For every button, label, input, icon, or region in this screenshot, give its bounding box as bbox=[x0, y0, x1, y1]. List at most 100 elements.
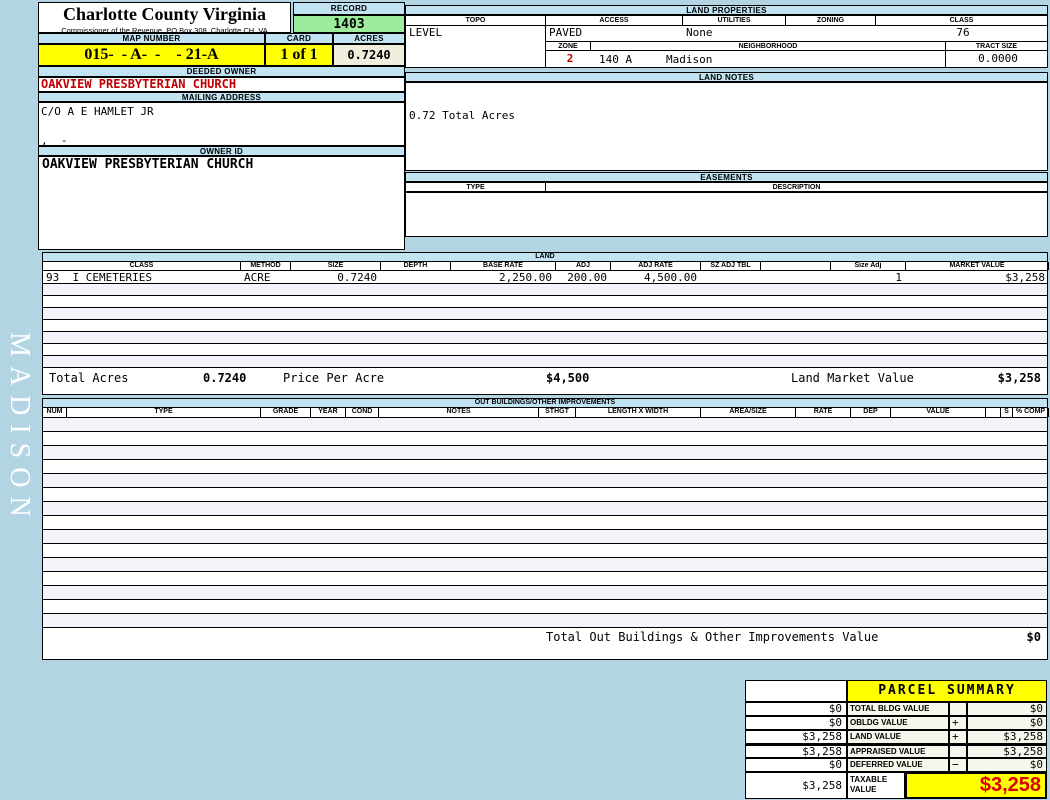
land-cell: 1 bbox=[895, 271, 902, 283]
land-cell: ACRE bbox=[244, 271, 271, 283]
land-cell: 93 I CEMETERIES bbox=[46, 271, 152, 283]
total-acres-value: 0.7240 bbox=[203, 371, 247, 385]
parcel-row-value: $3,258 bbox=[967, 730, 1047, 744]
land-section: LAND CLASS METHOD SIZE DEPTH BASE RATE ADJ ADJ… bbox=[42, 252, 1049, 395]
land-empty-row bbox=[43, 308, 1047, 320]
out-buildings-column-header: NOTES bbox=[379, 408, 539, 417]
out-buildings-column-header: VALUE bbox=[891, 408, 986, 417]
out-buildings-column-header: RATE bbox=[796, 408, 851, 417]
easements-title: EASEMENTS bbox=[405, 172, 1048, 182]
out-buildings-column-header: AREA/SIZE bbox=[701, 408, 796, 417]
parcel-row-op: + bbox=[949, 730, 967, 744]
mailing-line1: C/O A E HAMLET JR bbox=[41, 105, 154, 118]
owner-id-label: OWNER ID bbox=[38, 146, 405, 156]
neighborhood-name: Madison bbox=[666, 53, 713, 66]
land-cell: 0.7240 bbox=[337, 271, 377, 283]
acres-value: 0.7240 bbox=[333, 44, 405, 66]
parcel-row-label: APPRAISED VALUE bbox=[847, 744, 949, 758]
price-per-acre-label: Price Per Acre bbox=[283, 371, 385, 385]
district-watermark: MADISON bbox=[4, 332, 35, 526]
out-buildings-title: OUT BUILDINGS/OTHER IMPROVEMENTS bbox=[43, 399, 1047, 408]
class-label: CLASS bbox=[949, 17, 974, 24]
land-column-header: DEPTH bbox=[381, 262, 451, 270]
map-number-label: MAP NUMBER bbox=[38, 33, 265, 44]
taxable-label: TAXABLE VALUE bbox=[847, 772, 905, 799]
land-totals-row: Total Acres 0.7240 Price Per Acre $4,500… bbox=[43, 368, 1047, 388]
out-buildings-column-header bbox=[986, 408, 1001, 417]
easement-description-label: DESCRIPTION bbox=[772, 184, 821, 191]
topo-column: TOPO LEVEL bbox=[406, 16, 546, 67]
out-buildings-section: OUT BUILDINGS/OTHER IMPROVEMENTS NUM TYPE… bbox=[42, 398, 1049, 660]
parcel-row-label: OBLDG VALUE bbox=[847, 716, 949, 730]
out-buildings-column-header: DEP bbox=[851, 408, 891, 417]
mailing-address-box: C/O A E HAMLET JR , - bbox=[38, 102, 405, 147]
parcel-row-op: − bbox=[949, 758, 967, 772]
out-buildings-total-value: $0 bbox=[1026, 630, 1041, 644]
land-cell: 200.00 bbox=[567, 271, 607, 283]
parcel-summary-rows: $0 TOTAL BLDG VALUE $0 $0 OBLDG VALUE + $0 $3,2… bbox=[745, 702, 1047, 772]
record-value: 1403 bbox=[293, 15, 405, 33]
class-value: 76 bbox=[956, 26, 970, 39]
out-buildings-empty-row bbox=[43, 516, 1047, 530]
land-column-header bbox=[761, 262, 831, 270]
record-label: RECORD bbox=[293, 2, 405, 15]
neighborhood-value-cell: 140 A Madison bbox=[591, 51, 946, 67]
land-properties-right: ACCESS UTILITIES ZONING CLASS PAVED None… bbox=[546, 16, 1047, 67]
out-buildings-empty-row bbox=[43, 432, 1047, 446]
out-buildings-empty-row bbox=[43, 488, 1047, 502]
out-buildings-empty-row bbox=[43, 586, 1047, 600]
out-buildings-header: NUM TYPE GRADE YEAR COND NOTES STHGT LENGTH X W… bbox=[43, 408, 1049, 418]
tract-size-value: 0.0000 bbox=[978, 52, 1018, 65]
land-cell bbox=[381, 271, 451, 283]
land-section-title: LAND bbox=[43, 253, 1047, 262]
price-per-acre-value: $4,500 bbox=[546, 371, 590, 385]
mailing-address-label: MAILING ADDRESS bbox=[38, 92, 405, 102]
land-column-header: SZ ADJ TBL bbox=[701, 262, 761, 270]
zoning-value bbox=[786, 26, 876, 41]
easements-header: TYPE DESCRIPTION bbox=[405, 182, 1048, 192]
land-empty-rows bbox=[43, 284, 1047, 368]
parcel-summary-row: $0 TOTAL BLDG VALUE $0 bbox=[745, 702, 1047, 716]
land-market-value: $3,258 bbox=[997, 371, 1041, 385]
out-buildings-empty-row bbox=[43, 418, 1047, 432]
out-buildings-total-label: Total Out Buildings & Other Improvements… bbox=[546, 630, 879, 644]
access-value: PAVED bbox=[549, 26, 583, 39]
topo-label: TOPO bbox=[406, 16, 545, 26]
parcel-left-value: $3,258 bbox=[745, 744, 847, 758]
tract-size-label: TRACT SIZE bbox=[975, 43, 1018, 50]
land-empty-row bbox=[43, 344, 1047, 356]
parcel-row-op: + bbox=[949, 716, 967, 730]
out-buildings-column-header: LENGTH X WIDTH bbox=[576, 408, 701, 417]
parcel-row-value: $0 bbox=[967, 716, 1047, 730]
zone-label: ZONE bbox=[546, 42, 591, 50]
land-cell bbox=[701, 271, 761, 283]
parcel-left-value: $3,258 bbox=[745, 730, 847, 744]
land-column-header: METHOD bbox=[241, 262, 291, 270]
land-empty-row bbox=[43, 296, 1047, 308]
neighborhood-code: 140 A bbox=[599, 53, 633, 66]
parcel-row-label: DEFERRED VALUE bbox=[847, 758, 949, 772]
land-table-row: 93 I CEMETERIES ACRE 0.7240 2,250.00 200.00 4… bbox=[43, 271, 1047, 284]
parcel-summary-corner bbox=[745, 680, 847, 702]
out-buildings-empty-row bbox=[43, 502, 1047, 516]
utilities-label: UTILITIES bbox=[683, 16, 786, 25]
mailing-line2: , - bbox=[41, 134, 68, 147]
owner-id-value: OAKVIEW PRESBYTERIAN CHURCH bbox=[38, 156, 405, 250]
land-empty-row bbox=[43, 320, 1047, 332]
parcel-row-op bbox=[949, 702, 967, 716]
land-column-header: ADJ bbox=[556, 262, 611, 270]
out-buildings-empty-rows bbox=[43, 418, 1047, 628]
parcel-row-value: $3,258 bbox=[967, 744, 1047, 758]
land-column-header: MARKET VALUE bbox=[906, 262, 1049, 270]
zone-value: 2 bbox=[566, 52, 574, 65]
land-cell: $3,258 bbox=[1005, 271, 1045, 283]
parcel-row-label: TOTAL BLDG VALUE bbox=[847, 702, 949, 716]
out-buildings-empty-row bbox=[43, 446, 1047, 460]
out-buildings-empty-row bbox=[43, 572, 1047, 586]
card-label: CARD bbox=[265, 33, 333, 44]
parcel-left-value: $0 bbox=[745, 716, 847, 730]
land-cell: 4,500.00 bbox=[644, 271, 697, 283]
easement-type-label: TYPE bbox=[406, 183, 546, 191]
card-value: 1 of 1 bbox=[265, 44, 333, 66]
